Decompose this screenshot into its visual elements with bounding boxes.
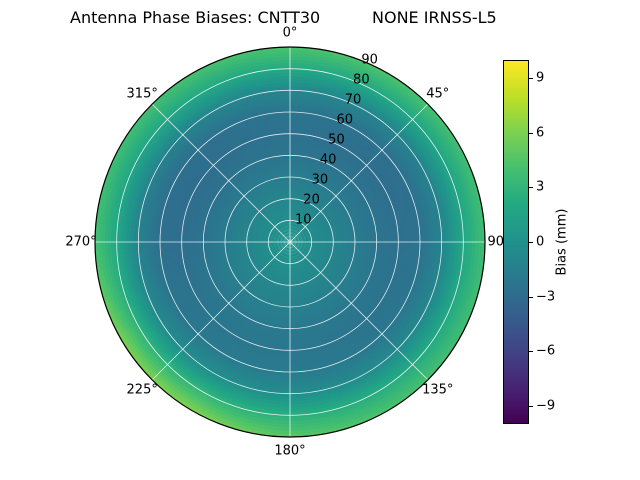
colorbar-gradient: [504, 61, 528, 423]
colorbar: [503, 60, 529, 424]
colorbar-label: Bias (mm): [554, 208, 570, 276]
